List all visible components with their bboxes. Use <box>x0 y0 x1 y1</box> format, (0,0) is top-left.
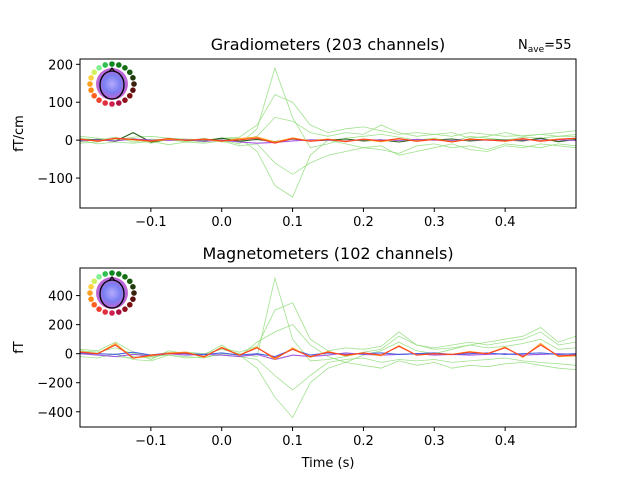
sensor-dot <box>115 271 122 277</box>
panel-title: Gradiometers (203 channels) <box>211 35 445 54</box>
sensor-dot <box>126 69 133 76</box>
sensor-dot <box>115 309 122 315</box>
sensor-dot <box>102 100 109 106</box>
sensor-field <box>96 277 128 309</box>
nave-value: =55 <box>544 38 571 53</box>
sensor-dot <box>91 69 98 76</box>
x-tick-label: 0.0 <box>211 434 232 449</box>
sensor-dot <box>109 101 115 107</box>
plot-area <box>80 59 576 208</box>
sensor-dot <box>87 290 93 296</box>
nose-icon <box>108 67 116 73</box>
trace-green <box>80 139 576 175</box>
x-axis-label: Time (s) <box>301 456 355 471</box>
head-outline-icon <box>99 279 125 309</box>
x-tick-label: 0.2 <box>353 434 374 449</box>
sensor-dot <box>126 278 133 285</box>
sensor-dot <box>122 97 128 103</box>
sensor-dot <box>96 306 102 312</box>
sensor-dot <box>115 62 122 68</box>
x-tick-label: 0.1 <box>282 434 303 449</box>
sensor-dot <box>131 81 137 87</box>
panel-title: Magnetometers (102 channels) <box>202 244 453 263</box>
sensor-dot <box>126 301 133 308</box>
sensor-dot <box>87 81 93 87</box>
sensor-dot <box>130 75 136 81</box>
sensor-dot <box>109 310 115 316</box>
sensor-dot <box>122 274 128 280</box>
axes-frame <box>79 58 577 209</box>
axes-frame <box>79 267 577 428</box>
y-tick-label: 0 <box>65 348 73 363</box>
sensor-dot <box>115 100 122 106</box>
sensor-dot <box>91 92 98 99</box>
nose-icon <box>108 276 116 282</box>
sensor-dot <box>91 301 98 308</box>
x-tick-label: 0.3 <box>424 215 445 230</box>
sensor-dot <box>109 270 115 276</box>
panel-gradiometers: −0.1 0.0 0.1 0.2 0.3 0.4 −100 0 100 200 fT/cm Gradi… <box>12 35 577 230</box>
sensor-dot <box>126 92 133 99</box>
sensor-dot <box>109 61 115 67</box>
y-tick-label: −400 <box>37 406 73 421</box>
sensor-dot <box>91 278 98 285</box>
sensor-dot <box>88 296 94 302</box>
sensor-dot <box>122 306 128 312</box>
y-tick-label: −200 <box>37 377 73 392</box>
y-axis-label: fT <box>12 341 27 354</box>
x-tick-label: −0.1 <box>135 434 167 449</box>
trace-green <box>80 302 576 359</box>
sensor-dot <box>130 284 136 290</box>
y-tick-label: 200 <box>48 58 73 73</box>
sensor-dot <box>122 65 128 71</box>
y-tick-label: 200 <box>48 319 73 334</box>
nave-n: N <box>518 38 528 53</box>
sensor-dot <box>96 97 102 103</box>
y-tick-label: 400 <box>48 290 73 305</box>
sensor-dot <box>88 284 94 290</box>
trace-red <box>80 137 576 144</box>
y-tick-label: 100 <box>48 96 73 111</box>
x-tick-label: 0.0 <box>211 215 232 230</box>
trace-green <box>80 353 576 419</box>
sensor-dot <box>102 309 109 315</box>
x-tick-label: 0.4 <box>495 215 516 230</box>
plot-area <box>80 268 576 427</box>
sensor-dot <box>88 87 94 93</box>
y-tick-label: −100 <box>37 172 73 187</box>
sensor-dot <box>130 296 136 302</box>
panel-magnetometers: −0.1 0.0 0.1 0.2 0.3 0.4 −400 −200 0 200 400 fT Magn… <box>12 244 577 471</box>
sensor-dot <box>88 75 94 81</box>
x-tick-label: −0.1 <box>135 215 167 230</box>
traces <box>80 276 576 419</box>
x-tick-label: 0.2 <box>353 215 374 230</box>
x-tick-label: 0.1 <box>282 215 303 230</box>
y-tick-label: 0 <box>65 134 73 149</box>
panels: −0.1 0.0 0.1 0.2 0.3 0.4 −100 0 100 200 fT/cm Gradi… <box>12 35 577 471</box>
sensor-dot <box>96 274 102 280</box>
sensor-dot <box>102 271 109 277</box>
x-tick-label: 0.3 <box>424 434 445 449</box>
trace-green <box>80 353 576 391</box>
x-tick-label: 0.4 <box>495 434 516 449</box>
sensor-dot <box>131 290 137 296</box>
y-axis-label: fT/cm <box>12 115 27 152</box>
sensor-dot <box>96 65 102 71</box>
head-outline-icon <box>99 70 125 100</box>
sensor-field <box>96 68 128 100</box>
traces <box>80 66 576 198</box>
trace-red <box>80 344 576 359</box>
sensor-dot <box>102 62 109 68</box>
nave-label: Nave=55 <box>518 38 572 55</box>
sensor-dot <box>130 87 136 93</box>
nave-sub: ave <box>528 45 545 55</box>
